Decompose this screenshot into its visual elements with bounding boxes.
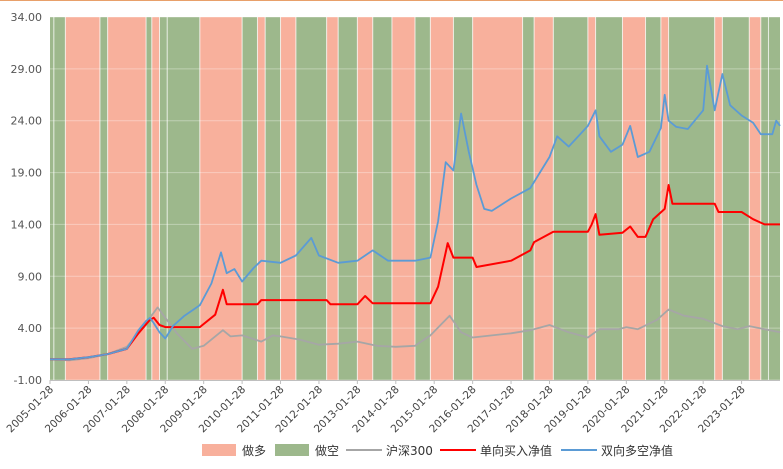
y-tick-label: 19.00 [11,167,43,180]
regime-band-long [391,17,415,380]
legend-label-hs300: 沪深300 [386,444,433,458]
regime-band-short [553,17,588,380]
y-tick-label: 29.00 [11,63,43,76]
regime-band-long [107,17,147,380]
y-tick-labels: 34.00 29.00 24.00 19.00 14.00 9.00 4.00 … [11,11,43,387]
legend-swatch-long [202,444,236,456]
regime-band-short [295,17,327,380]
series-lines [49,64,781,362]
regime-band-long [749,17,761,380]
regime-band-short [338,17,358,380]
regime-band-short [768,17,780,380]
x-tick-labels: 2005-01-28 2006-01-28 2007-01-28 2008-01… [4,384,747,436]
regime-band-long [714,17,723,380]
y-tick-label: 14.00 [11,218,43,231]
regime-band-short [522,17,535,380]
y-tick-label: 24.00 [11,115,43,128]
regime-band-short [453,17,473,380]
legend: 做多 做空 沪深300 单向买入净值 双向多空净值 [202,443,673,458]
regime-band-long [534,17,554,380]
regime-band-short [595,17,623,380]
series-line-one-way [50,184,780,361]
y-tick-label: 4.00 [18,322,43,335]
regime-band-long [199,17,243,380]
legend-label-one-way: 单向买入净值 [480,443,552,458]
regime-band-short [53,17,66,380]
regime-band-short [242,17,258,380]
series-line-hs300 [49,306,781,362]
regime-band-long [587,17,596,380]
y-tick-label: -1.00 [14,374,42,387]
regime-band-long [151,17,160,380]
regime-band-short [50,17,54,380]
regime-band-short [760,17,769,380]
regime-band-short [372,17,392,380]
regime-band-short [167,17,200,380]
regime-band-long [65,17,100,380]
regime-band-short [159,17,168,380]
y-tick-label: 34.00 [11,11,43,24]
legend-label-short: 做空 [315,443,339,458]
regime-bands [50,17,780,380]
regime-band-long [280,17,296,380]
regime-band-long [326,17,339,380]
regime-band-short [415,17,431,380]
legend-swatch-short [275,444,309,456]
regime-band-long [622,17,646,380]
regime-band-long [660,17,669,380]
regime-band-long [257,17,266,380]
y-tick-label: 9.00 [18,270,43,283]
axes [49,380,780,384]
legend-label-two-way: 双向多空净值 [601,443,673,458]
legend-label-long: 做多 [242,443,266,458]
regime-band-short [265,17,281,380]
regime-band-short [99,17,108,380]
regime-band-short [645,17,661,380]
series-line-two-way [50,64,781,361]
gridlines [50,16,780,381]
regime-band-long [357,17,373,380]
regime-band-short [722,17,750,380]
regime-band-short [146,17,152,380]
